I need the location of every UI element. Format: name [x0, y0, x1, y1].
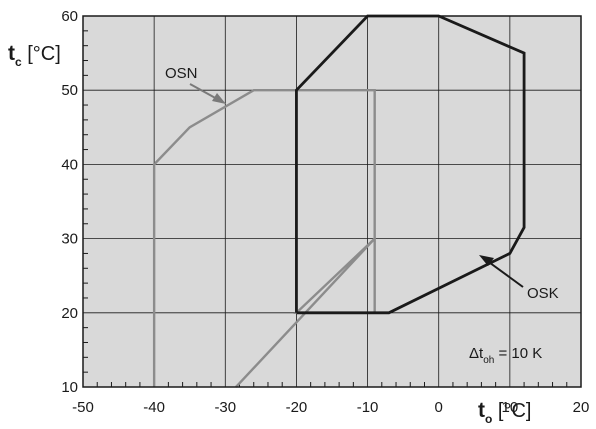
y-tick-label: 50: [61, 82, 78, 99]
x-tick-label: 10: [502, 399, 519, 416]
plot-frame: [82, 15, 582, 388]
y-tick-label: 60: [61, 8, 78, 25]
x-tick-label: -30: [214, 399, 236, 416]
series-line-osk: [295, 14, 526, 315]
y-tick-label: 30: [61, 231, 78, 248]
x-tick-labels: -50 -40 -30 -20 -10 0 10 20: [72, 399, 589, 416]
x-tick-label: -50: [72, 399, 94, 416]
x-axis-label: to [°C]: [478, 399, 531, 426]
y-tick-label: 20: [61, 305, 78, 322]
y-tick-labels: 10 20 30 40 50 60: [61, 8, 78, 396]
series-line-osn: [152, 88, 376, 388]
y-axis-label: tc [°C]: [8, 42, 61, 69]
x-tick-label: 0: [435, 399, 443, 416]
series-label-osn: OSN: [165, 65, 198, 82]
condition-annotation: Δtoh = 10 K: [469, 345, 542, 366]
y-tick-label: 10: [61, 379, 78, 396]
x-tick-label: -10: [357, 399, 379, 416]
x-tick-label: 20: [573, 399, 590, 416]
osk-pointer-arrow: [479, 255, 524, 288]
x-tick-label: -20: [286, 399, 308, 416]
series-lines: [152, 14, 526, 388]
osn-pointer-arrow: [189, 83, 226, 104]
x-tick-label: -40: [143, 399, 165, 416]
series-label-osk: OSK: [527, 285, 559, 302]
plot-area: [83, 16, 581, 387]
y-tick-label: 40: [61, 156, 78, 173]
